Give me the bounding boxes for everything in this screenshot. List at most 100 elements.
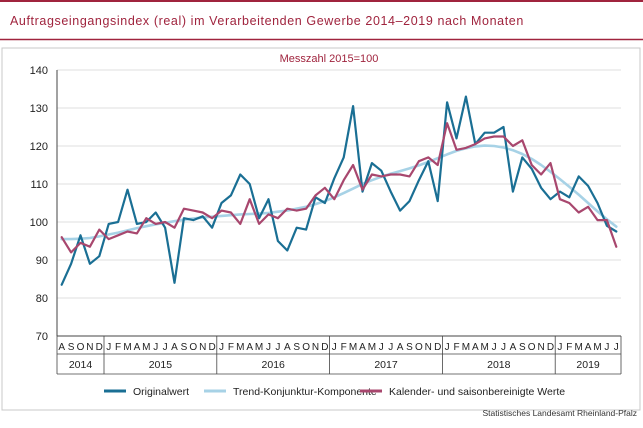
data-point — [89, 246, 91, 248]
data-point — [296, 227, 298, 229]
data-point — [521, 156, 523, 158]
x-tick-label: N — [312, 342, 319, 353]
data-point — [211, 217, 213, 219]
data-point — [408, 175, 411, 177]
data-point — [126, 189, 129, 191]
data-point — [418, 179, 420, 181]
data-point — [615, 246, 617, 248]
x-tick-label: A — [359, 342, 366, 353]
y-tick-label: 130 — [30, 103, 48, 115]
data-point — [136, 232, 138, 234]
data-point — [277, 211, 279, 213]
x-tick-label: F — [453, 342, 459, 353]
data-point — [531, 168, 533, 170]
chart-frame — [1, 47, 641, 411]
x-tick-label: N — [86, 342, 93, 353]
data-point — [596, 210, 599, 212]
data-point — [352, 187, 354, 190]
data-point — [117, 221, 119, 223]
legend: Originalwert Trend-Konjunktur-Komponente K… — [104, 386, 565, 398]
data-point — [587, 202, 589, 204]
data-point — [549, 171, 552, 173]
data-point — [296, 210, 298, 212]
x-tick-label: S — [68, 342, 75, 353]
data-point — [540, 173, 542, 176]
x-tick-label: M — [462, 342, 470, 353]
data-point — [267, 198, 270, 200]
x-tick-label: A — [171, 342, 178, 353]
data-point — [220, 202, 223, 204]
x-tick-label: S — [519, 342, 526, 353]
data-point — [343, 179, 345, 181]
x-tick-label: J — [492, 342, 497, 353]
x-tick-label: M — [349, 342, 357, 353]
data-point — [155, 211, 157, 214]
data-point — [361, 189, 364, 191]
data-point — [484, 132, 486, 134]
x-tick-label: F — [566, 342, 572, 353]
data-point — [277, 240, 279, 242]
x-tick-label: N — [199, 342, 206, 353]
x-tick-label: J — [445, 342, 450, 353]
gridlines — [57, 69, 621, 299]
x-tick-label: M — [123, 342, 131, 353]
data-point — [502, 146, 505, 149]
data-point — [164, 221, 166, 223]
x-tick-label: F — [341, 342, 347, 353]
data-point — [474, 143, 476, 145]
data-point — [408, 200, 411, 202]
series-line-0 — [60, 95, 618, 286]
data-point — [493, 135, 495, 138]
x-tick-label: A — [397, 342, 404, 353]
data-point — [211, 227, 213, 229]
data-point — [230, 194, 232, 196]
year-label: 2018 — [487, 359, 511, 371]
data-point — [578, 175, 580, 177]
data-point — [446, 101, 448, 103]
data-point — [333, 198, 335, 200]
data-point — [484, 145, 486, 147]
chart-subtitle: Messzahl 2015=100 — [280, 53, 379, 65]
x-tick-label: A — [284, 342, 291, 353]
x-tick-label: A — [585, 342, 592, 353]
x-tick-label: S — [181, 342, 188, 353]
data-point — [540, 187, 542, 189]
x-tick-label: J — [388, 342, 393, 353]
data-point — [484, 137, 486, 139]
data-point — [108, 238, 110, 240]
x-tick-label: J — [163, 342, 168, 353]
year-label: 2015 — [149, 359, 173, 371]
data-point — [192, 210, 194, 212]
data-point — [286, 249, 288, 252]
data-point — [258, 223, 260, 225]
data-point — [145, 217, 147, 219]
data-point — [239, 223, 241, 225]
data-point — [596, 202, 599, 204]
data-point — [108, 233, 110, 236]
data-point — [559, 178, 561, 180]
data-point — [540, 164, 542, 166]
legend-label: Kalender- und saisonbereinigte Werte — [389, 386, 565, 398]
year-label: 2017 — [374, 359, 398, 371]
data-point — [446, 122, 448, 124]
data-point — [559, 191, 561, 193]
data-point — [61, 236, 63, 238]
data-point — [418, 164, 420, 166]
data-point — [108, 223, 110, 225]
data-point — [79, 242, 82, 244]
y-tick-label: 90 — [36, 255, 48, 267]
data-point — [502, 126, 505, 128]
data-point — [578, 194, 580, 196]
data-point — [249, 198, 251, 200]
data-point — [70, 238, 72, 240]
data-point — [220, 215, 223, 217]
data-point — [79, 234, 82, 236]
series-line-2 — [60, 122, 618, 254]
data-point — [427, 160, 429, 162]
data-point — [173, 227, 176, 229]
data-point — [568, 186, 570, 188]
data-point — [136, 227, 138, 229]
data-point — [155, 223, 157, 225]
series-line-1 — [60, 144, 618, 241]
